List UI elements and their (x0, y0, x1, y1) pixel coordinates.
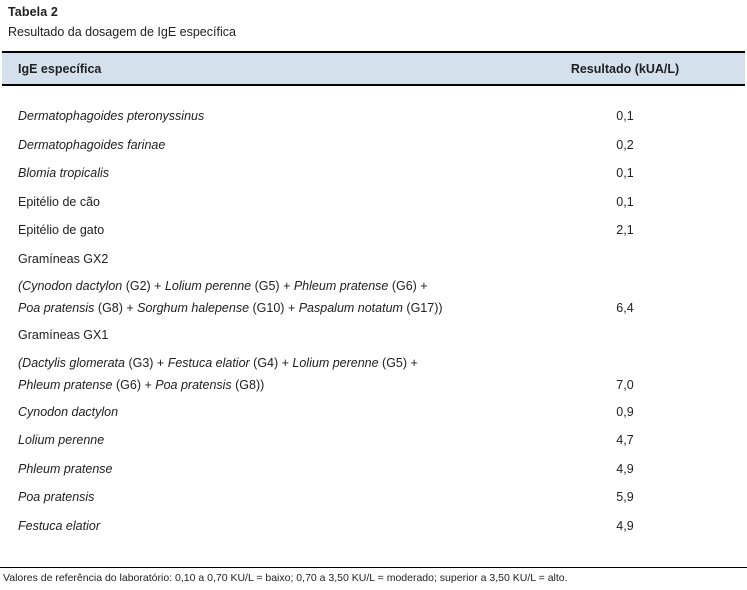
allergen-text: Epitélio de cão (18, 194, 101, 209)
footnote-rule (0, 567, 747, 568)
allergen-name: Blomia tropicalis (18, 162, 535, 184)
species-name: Phleum pratense (18, 461, 113, 476)
allergen-name: (Dactylis glomerata (G3) + Festuca elati… (18, 352, 535, 396)
result-value: 4,7 (616, 433, 634, 448)
allergen-name: Dermatophagoides pteronyssinus (18, 105, 535, 127)
species-name: Poa pratensis (18, 301, 95, 315)
table-body: Dermatophagoides pteronyssinus 0,1 Dermato… (2, 86, 745, 540)
allergen-text: Gramíneas GX2 (18, 251, 109, 266)
species-name: Festuca elatior (167, 355, 250, 370)
result-value: 4,9 (616, 461, 634, 476)
species-name: Sorghum halepense (137, 301, 250, 315)
result-value: 2,1 (616, 223, 634, 238)
allergen-text: (G5) + (251, 279, 294, 293)
result-value: 0,1 (616, 194, 634, 209)
table-row: Epitélio de cão 0,1 (2, 188, 745, 217)
species-name: Lolium perenne (164, 279, 252, 293)
table-subtitle: Resultado da dosagem de IgE específica (8, 25, 236, 39)
result-value: 5,9 (616, 490, 634, 505)
allergen-name: Poa pratensis (18, 486, 535, 508)
allergen-name: Cynodon dactylon (18, 401, 535, 423)
result-value: 7,0 (616, 377, 634, 392)
allergen-text: (G17)) (402, 301, 443, 315)
column-header-result: Resultado (kUA/L) (570, 61, 680, 76)
allergen-name: Dermatophagoides farinae (18, 134, 535, 156)
allergen-text: (G2) + (122, 279, 165, 293)
table-row: Gramíneas GX2 (2, 245, 745, 274)
table-header-bottom-rule (2, 84, 745, 86)
result-value: 0,2 (616, 137, 634, 152)
species-name: Dermatophagoides pteronyssinus (18, 109, 205, 124)
table-row: Blomia tropicalis 0,1 (2, 159, 745, 188)
allergen-text: (G10) + (249, 301, 299, 315)
species-name: Phleum pratense (18, 377, 113, 392)
species-name: Poa pratensis (18, 490, 95, 505)
ige-results-table: IgE específica Resultado (kUA/L) Dermato… (2, 51, 745, 540)
result-value: 0,1 (616, 109, 634, 124)
species-name: Lolium perenne (18, 433, 105, 448)
allergen-text: (G4) + (249, 355, 293, 370)
species-name: Festuca elatior (18, 518, 100, 533)
allergen-name: Epitélio de gato (18, 219, 535, 241)
species-name: Blomia tropicalis (18, 166, 110, 181)
result-value: 0,9 (616, 404, 634, 419)
table-top-rule (2, 51, 745, 53)
allergen-name: (Cynodon dactylon (G2) + Lolium perenne … (18, 275, 535, 319)
table-row: Lolium perenne 4,7 (2, 426, 745, 455)
species-name: Lolium perenne (292, 355, 379, 370)
species-name: Poa pratensis (155, 377, 232, 392)
allergen-text: (G6) + (388, 279, 428, 293)
result-value: 6,4 (616, 301, 634, 315)
allergen-name: Epitélio de cão (18, 191, 535, 213)
table-row: Dermatophagoides pteronyssinus 0,1 (2, 102, 745, 131)
allergen-text: (G8) + (94, 301, 138, 315)
allergen-text: Gramíneas GX1 (18, 328, 109, 343)
reference-values-footnote: Valores de referência do laboratório: 0,… (3, 572, 568, 584)
allergen-text: (G6) + (112, 377, 156, 392)
species-name: Dermatophagoides farinae (18, 137, 166, 152)
species-name: Phleum pratense (293, 279, 389, 293)
table-row: Dermatophagoides farinae 0,2 (2, 131, 745, 160)
allergen-name: Phleum pratense (18, 458, 535, 480)
table-row: (Cynodon dactylon (G2) + Lolium perenne … (2, 273, 745, 321)
column-header-allergen: IgE específica (18, 61, 102, 76)
allergen-text: (G5) + (378, 355, 418, 370)
allergen-name: Gramíneas GX1 (18, 324, 535, 346)
allergen-name: Gramíneas GX2 (18, 248, 535, 270)
result-value: 0,1 (616, 166, 634, 181)
result-value: 4,9 (616, 518, 634, 533)
species-name: Cynodon dactylon (18, 404, 119, 419)
species-name: Paspalum notatum (298, 301, 403, 315)
table-row: (Dactylis glomerata (G3) + Festuca elati… (2, 350, 745, 398)
table-row: Gramíneas GX1 (2, 321, 745, 350)
table-row: Phleum pratense 4,9 (2, 455, 745, 484)
table-row: Poa pratensis 5,9 (2, 483, 745, 512)
species-name: (Dactylis glomerata (18, 355, 125, 370)
allergen-name: Festuca elatior (18, 515, 535, 537)
allergen-name: Lolium perenne (18, 429, 535, 451)
table-row: Epitélio de gato 2,1 (2, 216, 745, 245)
table-title: Tabela 2 (8, 5, 58, 19)
allergen-text: (G8)) (231, 377, 265, 392)
allergen-text: (G3) + (124, 355, 168, 370)
table-row: Cynodon dactylon 0,9 (2, 398, 745, 427)
species-name: (Cynodon dactylon (18, 279, 123, 293)
table-header-row: IgE específica Resultado (kUA/L) (2, 53, 745, 84)
allergen-text: Epitélio de gato (18, 223, 105, 238)
table-row: Festuca elatior 4,9 (2, 512, 745, 541)
